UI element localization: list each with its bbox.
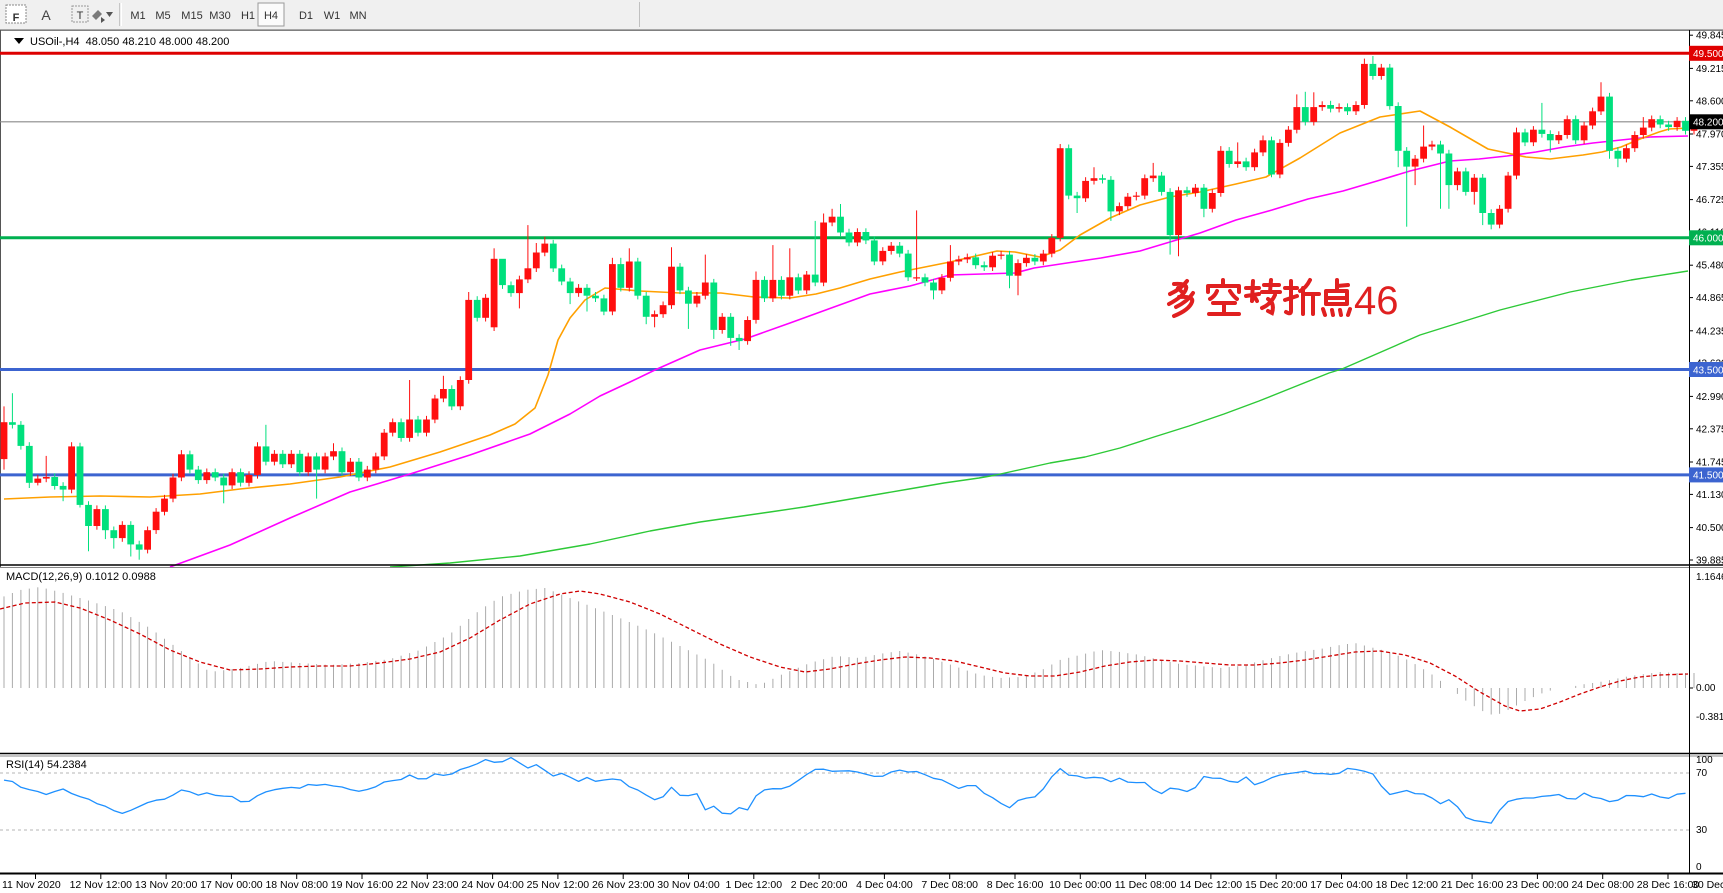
svg-text:MN: MN xyxy=(349,10,366,22)
svg-text:43.500: 43.500 xyxy=(1693,365,1723,376)
svg-text:41.130: 41.130 xyxy=(1696,490,1723,501)
svg-text:-0.3812: -0.3812 xyxy=(1696,712,1723,723)
svg-text:49.845: 49.845 xyxy=(1696,31,1723,42)
svg-text:24 Nov 04:00: 24 Nov 04:00 xyxy=(461,879,524,891)
svg-text:0: 0 xyxy=(1696,862,1702,873)
svg-text:M5: M5 xyxy=(155,10,170,22)
svg-text:26 Nov 23:00: 26 Nov 23:00 xyxy=(592,879,655,891)
svg-text:100: 100 xyxy=(1696,755,1713,766)
svg-text:48.600: 48.600 xyxy=(1696,96,1723,107)
svg-text:22 Nov 23:00: 22 Nov 23:00 xyxy=(396,879,459,891)
svg-text:41.745: 41.745 xyxy=(1696,458,1723,469)
svg-text:30: 30 xyxy=(1696,825,1708,836)
svg-text:46: 46 xyxy=(1354,279,1399,323)
svg-text:47.970: 47.970 xyxy=(1696,130,1723,141)
svg-text:46.725: 46.725 xyxy=(1696,195,1723,206)
svg-text:19 Nov 16:00: 19 Nov 16:00 xyxy=(331,879,394,891)
svg-text:25 Nov 12:00: 25 Nov 12:00 xyxy=(527,879,590,891)
svg-text:A: A xyxy=(41,7,51,23)
svg-text:8 Dec 16:00: 8 Dec 16:00 xyxy=(987,879,1044,891)
svg-text:13 Nov 20:00: 13 Nov 20:00 xyxy=(135,879,198,891)
svg-text:47.355: 47.355 xyxy=(1696,162,1723,173)
svg-text:17 Dec 04:00: 17 Dec 04:00 xyxy=(1310,879,1373,891)
svg-text:10 Dec 00:00: 10 Dec 00:00 xyxy=(1049,879,1112,891)
svg-text:15 Dec 20:00: 15 Dec 20:00 xyxy=(1245,879,1308,891)
svg-text:1.1646: 1.1646 xyxy=(1696,572,1723,583)
svg-text:D1: D1 xyxy=(299,10,313,22)
svg-text:11 Nov 2020: 11 Nov 2020 xyxy=(2,879,61,891)
svg-text:1 Dec 12:00: 1 Dec 12:00 xyxy=(725,879,782,891)
svg-text:H1: H1 xyxy=(241,10,255,22)
svg-text:W1: W1 xyxy=(324,10,341,22)
svg-text:M30: M30 xyxy=(209,10,230,22)
svg-text:49.215: 49.215 xyxy=(1696,64,1723,75)
svg-text:49.500: 49.500 xyxy=(1693,49,1723,60)
svg-text:11 Dec 08:00: 11 Dec 08:00 xyxy=(1115,879,1177,891)
svg-text:USOil-,H4 48.050 48.210 48.00: USOil-,H4 48.050 48.210 48.000 48.200 xyxy=(30,36,229,48)
svg-text:12 Nov 12:00: 12 Nov 12:00 xyxy=(70,879,133,891)
svg-text:RSI(14) 54.2384: RSI(14) 54.2384 xyxy=(6,759,87,771)
svg-text:H4: H4 xyxy=(264,10,278,22)
svg-text:42.375: 42.375 xyxy=(1696,424,1723,435)
svg-text:MACD(12,26,9) 0.1012 0.0988: MACD(12,26,9) 0.1012 0.0988 xyxy=(6,571,156,583)
svg-text:39.885: 39.885 xyxy=(1696,556,1723,567)
svg-text:42.990: 42.990 xyxy=(1696,392,1723,403)
svg-text:M15: M15 xyxy=(181,10,202,22)
svg-text:T: T xyxy=(77,10,84,22)
svg-text:4 Dec 04:00: 4 Dec 04:00 xyxy=(856,879,913,891)
svg-text:7 Dec 08:00: 7 Dec 08:00 xyxy=(921,879,978,891)
svg-text:18 Nov 08:00: 18 Nov 08:00 xyxy=(265,879,328,891)
svg-text:0.00: 0.00 xyxy=(1696,683,1716,694)
svg-text:44.865: 44.865 xyxy=(1696,293,1723,304)
svg-text:30 Nov 04:00: 30 Nov 04:00 xyxy=(657,879,720,891)
svg-text:44.235: 44.235 xyxy=(1696,326,1723,337)
svg-text:23 Dec 00:00: 23 Dec 00:00 xyxy=(1506,879,1569,891)
svg-text:28 Dec 16:00: 28 Dec 16:00 xyxy=(1637,879,1700,891)
svg-text:2 Dec 20:00: 2 Dec 20:00 xyxy=(791,879,848,891)
svg-text:21 Dec 16:00: 21 Dec 16:00 xyxy=(1441,879,1504,891)
svg-text:24 Dec 08:00: 24 Dec 08:00 xyxy=(1571,879,1634,891)
svg-text:18 Dec 12:00: 18 Dec 12:00 xyxy=(1376,879,1439,891)
svg-text:41.500: 41.500 xyxy=(1693,471,1723,482)
svg-text:48.200: 48.200 xyxy=(1693,118,1723,129)
svg-text:46.000: 46.000 xyxy=(1693,234,1723,245)
svg-text:40.500: 40.500 xyxy=(1696,523,1723,534)
svg-text:70: 70 xyxy=(1696,768,1708,779)
svg-text:17 Nov 00:00: 17 Nov 00:00 xyxy=(200,879,263,891)
svg-text:F: F xyxy=(13,12,20,24)
svg-text:45.480: 45.480 xyxy=(1696,261,1723,272)
svg-text:30 Dec 00:00: 30 Dec 00:00 xyxy=(1692,879,1723,891)
svg-text:M1: M1 xyxy=(130,10,145,22)
svg-text:14 Dec 12:00: 14 Dec 12:00 xyxy=(1180,879,1243,891)
